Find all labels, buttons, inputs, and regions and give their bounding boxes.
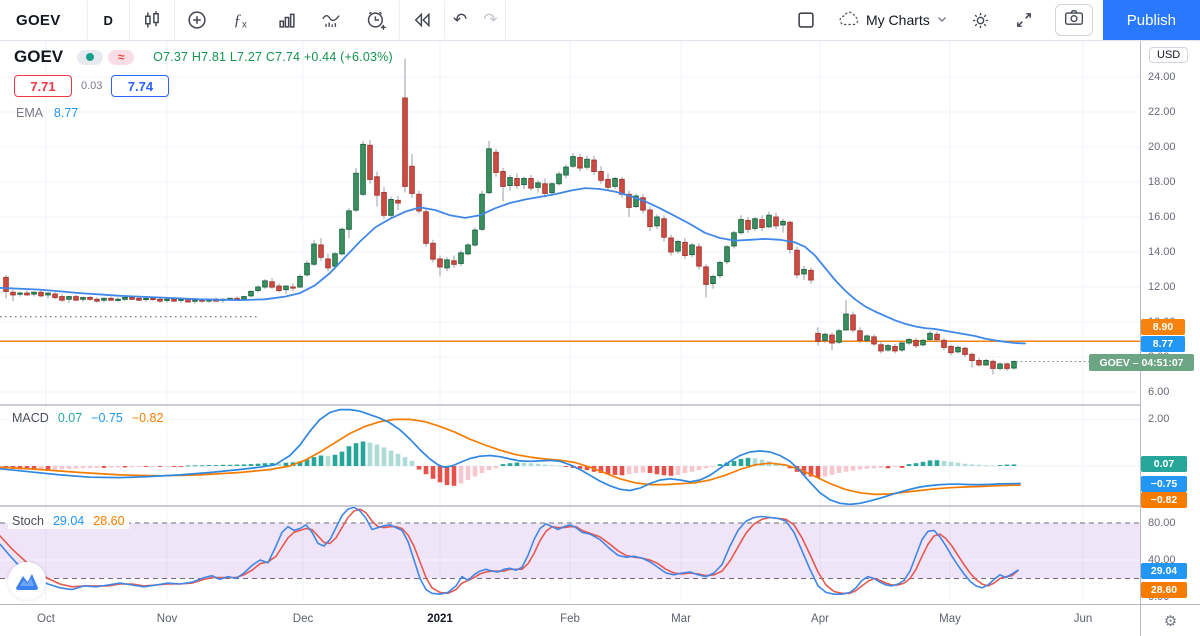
chart-type-button[interactable] bbox=[130, 0, 174, 40]
time-axis-label: Dec bbox=[292, 613, 314, 625]
broker-logo bbox=[8, 562, 46, 600]
visibility-toggle[interactable] bbox=[77, 49, 104, 65]
macd-line-label: −0.75 bbox=[1141, 475, 1187, 492]
rewind-icon bbox=[412, 10, 432, 30]
my-charts-label: My Charts bbox=[866, 12, 930, 28]
currency-badge[interactable]: USD bbox=[1149, 47, 1189, 63]
axis-tick: 24.00 bbox=[1148, 71, 1176, 83]
pane-separator[interactable] bbox=[0, 404, 1200, 406]
time-axis[interactable]: ⚙ Oct Nov Dec 2021 Feb Mar Apr May Jun bbox=[0, 604, 1200, 636]
timezone-gear-button[interactable]: ⚙ bbox=[1140, 605, 1200, 636]
snapshot-button[interactable] bbox=[1054, 4, 1093, 36]
separator bbox=[505, 1, 507, 39]
replay-button[interactable] bbox=[400, 0, 444, 40]
layout-button[interactable] bbox=[784, 0, 828, 40]
interval-button[interactable]: D bbox=[103, 12, 113, 28]
macd-signal-label: −0.82 bbox=[1141, 492, 1187, 509]
bid-button[interactable]: 7.71 bbox=[14, 75, 72, 97]
time-axis-label: Jun bbox=[1073, 613, 1093, 625]
last-price-countdown-label: GOEV – 04:51:07 bbox=[1089, 354, 1194, 371]
time-axis-label: Apr bbox=[811, 613, 829, 625]
chevron-down-icon bbox=[936, 12, 948, 28]
forecast-button[interactable] bbox=[309, 0, 353, 40]
separator bbox=[128, 1, 130, 39]
macd-hist-value: 0.07 bbox=[57, 411, 83, 425]
time-axis-label: Feb bbox=[560, 613, 580, 625]
svg-text:x: x bbox=[242, 19, 247, 30]
stoch-k-label: 29.04 bbox=[1141, 563, 1187, 580]
main-legend: GOEV ≈ O7.37 H7.81 L7.27 C7.74 +0.44 (+6… bbox=[14, 47, 393, 67]
time-axis-label: May bbox=[939, 613, 961, 625]
my-charts-button[interactable]: My Charts bbox=[828, 11, 958, 30]
axis-tick: 12.00 bbox=[1148, 281, 1176, 293]
templates-button[interactable] bbox=[265, 0, 309, 40]
svg-text:ƒ: ƒ bbox=[233, 12, 241, 29]
stoch-k-value: 29.04 bbox=[52, 514, 85, 528]
macd-line-value: −0.75 bbox=[91, 411, 123, 425]
expand-icon bbox=[1015, 11, 1033, 29]
publish-button[interactable]: Publish bbox=[1102, 0, 1200, 40]
symbol-search-button[interactable]: GOEV bbox=[16, 11, 61, 29]
ema-label: EMA bbox=[16, 106, 43, 120]
axis-tick: 6.00 bbox=[1148, 386, 1170, 398]
macd-legend[interactable]: MACD 0.07 −0.75 −0.82 bbox=[8, 410, 168, 426]
ask-button[interactable]: 7.74 bbox=[111, 75, 170, 97]
axis-tick: 40.00 bbox=[1148, 554, 1176, 566]
bar-columns-icon bbox=[277, 10, 297, 30]
ohlc-values: O7.37 H7.81 L7.27 C7.74 +0.44 (+6.03%) bbox=[153, 50, 393, 64]
alert-button[interactable] bbox=[353, 0, 399, 40]
axis-tick: 80.00 bbox=[1148, 517, 1176, 529]
undo-button[interactable]: ↶ bbox=[452, 10, 468, 29]
axis-tick: 14.00 bbox=[1148, 246, 1176, 258]
camera-icon bbox=[1064, 9, 1084, 31]
separator bbox=[398, 1, 400, 39]
alarm-clock-plus-icon bbox=[365, 9, 387, 31]
macd-signal-value: −0.82 bbox=[131, 411, 164, 425]
time-axis-label: 2021 bbox=[427, 613, 453, 625]
time-axis-label: Mar bbox=[671, 613, 691, 625]
stoch-d-value: 28.60 bbox=[93, 514, 125, 528]
axis-tick: 22.00 bbox=[1148, 106, 1176, 118]
compare-button[interactable] bbox=[175, 0, 219, 40]
bid-ask-row: 7.71 0.03 7.74 bbox=[14, 75, 170, 97]
plus-circle-icon bbox=[187, 10, 207, 30]
stoch-label: Stoch bbox=[12, 514, 44, 528]
axis-tick: 16.00 bbox=[1148, 211, 1176, 223]
axis-tick: 2.00 bbox=[1148, 413, 1170, 426]
stoch-d-label: 28.60 bbox=[1141, 581, 1187, 598]
redo-button[interactable]: ↷ bbox=[483, 10, 498, 29]
axis-tick: 18.00 bbox=[1148, 176, 1176, 188]
spread-value: 0.03 bbox=[81, 80, 103, 92]
candlestick-icon bbox=[142, 10, 162, 30]
ema-price-label: 8.77 bbox=[1141, 335, 1185, 352]
stoch-legend[interactable]: Stoch 29.04 28.60 bbox=[8, 513, 129, 529]
axis-tick: 20.00 bbox=[1148, 141, 1176, 153]
ema-value: 8.77 bbox=[53, 106, 79, 120]
settings-button[interactable] bbox=[958, 0, 1003, 40]
cloud-icon bbox=[838, 11, 860, 30]
macd-label: MACD bbox=[12, 411, 49, 425]
ema-legend[interactable]: EMA 8.77 bbox=[16, 106, 78, 120]
fullscreen-button[interactable] bbox=[1003, 0, 1045, 40]
separator bbox=[443, 1, 445, 39]
separator bbox=[173, 1, 175, 39]
legend-symbol[interactable]: GOEV bbox=[14, 47, 64, 66]
hline-price-label: 8.90 bbox=[1141, 319, 1185, 336]
gear-icon bbox=[970, 10, 991, 31]
wave-icon bbox=[321, 10, 341, 30]
time-axis-label: Nov bbox=[156, 613, 178, 625]
similar-toggle[interactable]: ≈ bbox=[108, 49, 135, 65]
time-axis-label: Oct bbox=[37, 613, 55, 625]
toolbar-right: My Charts Publish bbox=[784, 0, 1200, 40]
layout-square-icon bbox=[796, 10, 816, 30]
separator bbox=[86, 1, 88, 39]
pane-separator[interactable] bbox=[0, 505, 1200, 507]
macd-hist-label: 0.07 bbox=[1141, 456, 1187, 473]
